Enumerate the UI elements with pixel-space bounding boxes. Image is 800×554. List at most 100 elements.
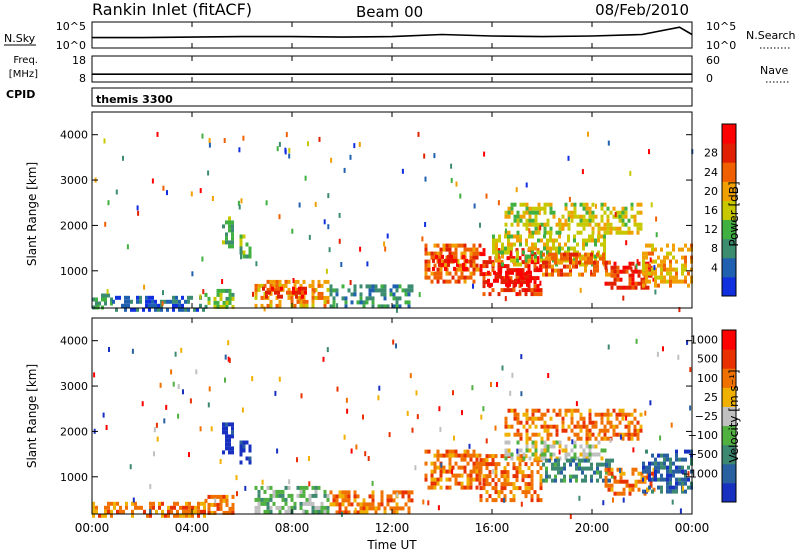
velocity-cell — [457, 453, 461, 458]
power-cell — [293, 303, 297, 308]
power-cell — [491, 288, 495, 293]
power-cell — [645, 279, 648, 284]
power-cell — [509, 256, 513, 261]
power-scatter-cell — [472, 283, 474, 289]
power-cell — [672, 243, 675, 248]
colorbar-tick-label: 24 — [704, 166, 718, 179]
velocity-scatter-cell — [208, 386, 211, 392]
velocity-cell — [433, 469, 437, 474]
velocity-cell — [525, 420, 529, 425]
velocity-cell — [582, 456, 586, 461]
power-cell — [383, 284, 387, 289]
power-scatter-cell — [567, 216, 570, 222]
power-cell — [478, 243, 482, 248]
power-cell — [265, 294, 268, 299]
power-cell — [311, 291, 315, 296]
power-cell — [561, 214, 565, 219]
velocity-cell — [633, 424, 637, 429]
velocity-cell — [332, 494, 336, 499]
velocity-cell — [512, 466, 516, 471]
velocity-cell — [374, 506, 378, 511]
power-cell — [613, 261, 617, 266]
velocity-cell — [392, 498, 396, 503]
power-cell — [525, 242, 528, 247]
velocity-cell — [531, 452, 535, 457]
power-cell — [495, 246, 498, 251]
power-cell — [579, 222, 583, 227]
power-cell — [624, 210, 628, 215]
velocity-cell — [482, 482, 486, 487]
velocity-cell — [302, 493, 306, 498]
power-scatter-cell — [536, 266, 539, 272]
power-cell — [448, 247, 452, 252]
velocity-cell — [254, 509, 258, 514]
power-cell — [551, 256, 554, 261]
power-scatter-cell — [567, 155, 570, 161]
power-scatter-cell — [202, 289, 205, 295]
velocity-cell — [585, 424, 589, 429]
power-cell — [513, 202, 517, 207]
power-cell — [462, 262, 465, 267]
velocity-cell — [534, 448, 538, 453]
power-cell — [231, 292, 235, 297]
velocity-cell — [257, 505, 261, 510]
power-cell — [537, 206, 541, 211]
velocity-cell — [663, 465, 666, 470]
power-cell — [510, 258, 513, 263]
velocity-cell — [506, 474, 510, 479]
power-cell — [500, 260, 504, 265]
power-cell — [545, 264, 548, 269]
velocity-cell — [675, 457, 678, 462]
velocity-cell — [596, 478, 599, 483]
power-cell — [380, 292, 384, 297]
velocity-cell — [395, 506, 399, 511]
velocity-cell — [533, 490, 537, 495]
velocity-cell — [573, 444, 577, 449]
y-tick-label: 3000 — [60, 174, 88, 187]
power-scatter-cell — [265, 200, 268, 206]
velocity-scatter-cell — [438, 406, 441, 412]
velocity-cell — [596, 462, 599, 467]
velocity-cell — [200, 509, 203, 514]
power-cell — [536, 256, 540, 261]
power-cell — [552, 242, 555, 247]
velocity-cell — [558, 440, 562, 445]
power-cell — [643, 285, 647, 290]
velocity-cell — [308, 497, 312, 502]
power-cell — [684, 267, 687, 272]
velocity-cell — [299, 493, 303, 498]
power-cell — [504, 246, 507, 251]
power-cell — [228, 216, 231, 221]
velocity-cell — [338, 506, 342, 511]
power-cell — [613, 277, 617, 282]
velocity-cell — [454, 477, 458, 482]
power-cell — [332, 288, 336, 293]
power-cell — [371, 284, 375, 289]
power-cell — [466, 247, 470, 252]
power-cell — [542, 252, 545, 257]
velocity-cell — [534, 456, 538, 461]
colorbar-swatch — [722, 219, 736, 240]
power-cell — [492, 238, 495, 243]
power-cell — [616, 273, 620, 278]
power-cell — [591, 250, 594, 255]
power-cell — [570, 202, 574, 207]
power-scatter-cell — [424, 222, 427, 227]
velocity-cell — [430, 469, 434, 474]
power-cell — [581, 272, 584, 277]
power-cell — [427, 267, 431, 272]
power-cell — [507, 250, 510, 255]
power-cell — [430, 271, 434, 276]
velocity-cell — [579, 424, 583, 429]
power-cell — [392, 296, 396, 301]
velocity-cell — [615, 432, 619, 437]
power-cell — [534, 254, 537, 259]
power-cell — [591, 234, 594, 239]
power-cell — [498, 250, 501, 255]
velocity-cell — [657, 469, 660, 474]
power-cell — [564, 202, 568, 207]
power-cell — [347, 288, 351, 293]
power-cell — [552, 246, 555, 251]
velocity-cell — [506, 470, 510, 475]
velocity-cell — [356, 510, 360, 515]
